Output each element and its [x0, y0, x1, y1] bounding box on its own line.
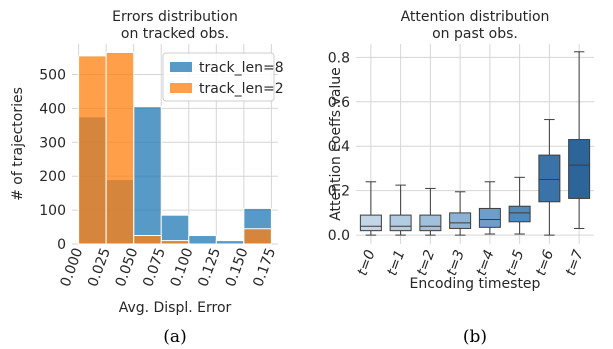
histogram-bar-track-len-8 [133, 106, 162, 245]
x-tick-label: t=3 [444, 248, 468, 278]
y-tick-label: 0.6 [328, 95, 350, 111]
y-tick-label: 400 [39, 101, 66, 117]
histogram-panel: 01002003004005000.0000.0250.0500.0750.10… [10, 9, 284, 347]
chart-title-b-line-0: Attention distribution [401, 9, 550, 25]
legend-swatch-track-len-8 [170, 62, 192, 72]
box-t6 [538, 154, 561, 203]
box-t4 [478, 207, 501, 228]
y-tick-label: 0.0 [328, 228, 350, 244]
chart-title-a-line-1: on tracked obs. [121, 26, 229, 42]
y-tick-label: 500 [39, 68, 66, 84]
x-tick-label: 0.075 [140, 246, 169, 289]
chart-title-a-line-0: Errors distribution [112, 9, 238, 25]
y-axis-label: # of trajectories [10, 87, 26, 201]
y-tick-label: 0.2 [328, 184, 350, 200]
histogram-bar-track-len-8 [160, 214, 190, 245]
x-tick-label: 0.125 [195, 246, 224, 289]
histogram-bar-track-len-8 [188, 235, 217, 245]
histogram-bar-track-len-2 [105, 51, 135, 245]
box-t5 [508, 205, 531, 223]
box-t2 [419, 214, 442, 232]
caption-a: (a) [163, 327, 186, 347]
x-tick-label: 0.100 [168, 246, 197, 289]
histogram-bar-track-len-8 [215, 240, 245, 245]
x-axis-label: Encoding timestep [410, 276, 541, 292]
x-tick-label: 0.175 [250, 246, 279, 289]
y-tick-label: 200 [39, 169, 66, 185]
y-tick-label: 0.4 [328, 139, 350, 155]
x-tick-label: t=1 [384, 248, 408, 278]
box-t1 [389, 214, 412, 232]
box-t7 [568, 139, 591, 199]
x-tick-label: 0.025 [85, 246, 114, 289]
x-tick-label: t=2 [414, 248, 438, 278]
box-t0 [359, 214, 382, 232]
legend-label-track-len-8: track_len=8 [199, 60, 284, 76]
legend-label-track-len-2: track_len=2 [199, 81, 284, 97]
histogram-bar-track-len-2 [160, 240, 190, 245]
histogram-bar-track-len-2 [133, 235, 162, 245]
y-tick-label: 0.8 [328, 50, 350, 66]
x-axis-label: Avg. Displ. Error [119, 300, 232, 316]
x-tick-label: t=0 [355, 248, 379, 278]
boxplot-panel: 0.0 0.2 0.4 0.6 0.8 t=0 t=1 t=2 t=3 t=4 t=5 t=6 t=7 A… [328, 9, 594, 347]
x-tick-label: t=5 [503, 248, 527, 278]
caption-b: (b) [463, 327, 487, 347]
x-tick-label: t=6 [533, 248, 557, 278]
y-tick-label: 100 [39, 203, 66, 219]
x-tick-label: 0.150 [223, 246, 252, 289]
x-tick-label: t=4 [474, 248, 498, 278]
chart-title-b-line-1: on past obs. [432, 26, 518, 42]
histogram-bar-track-len-2 [243, 228, 272, 245]
x-tick-label: t=7 [563, 248, 587, 278]
y-tick-label: 0 [57, 237, 66, 253]
box-t3 [449, 212, 472, 229]
y-tick-label: 300 [39, 135, 66, 151]
x-tick-label: 0.050 [113, 246, 142, 289]
legend-swatch-track-len-2 [170, 83, 192, 93]
histogram-bar-track-len-2 [78, 55, 107, 245]
y-axis-label: Attention coeffs value [328, 67, 344, 221]
